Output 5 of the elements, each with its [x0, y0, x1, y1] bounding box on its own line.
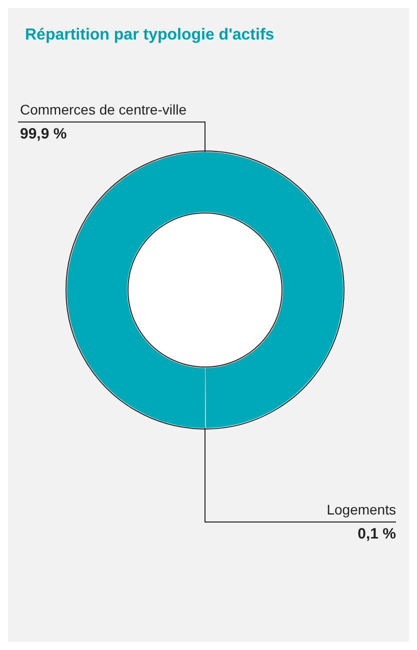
slice-label: Commerces de centre-ville	[20, 102, 187, 118]
data-label: 99,9 %	[20, 126, 67, 142]
chart-title: Répartition par typologie d'actifs	[25, 26, 274, 44]
slice-label: Logements	[326, 502, 396, 518]
data-label: 0,1 %	[358, 526, 396, 542]
